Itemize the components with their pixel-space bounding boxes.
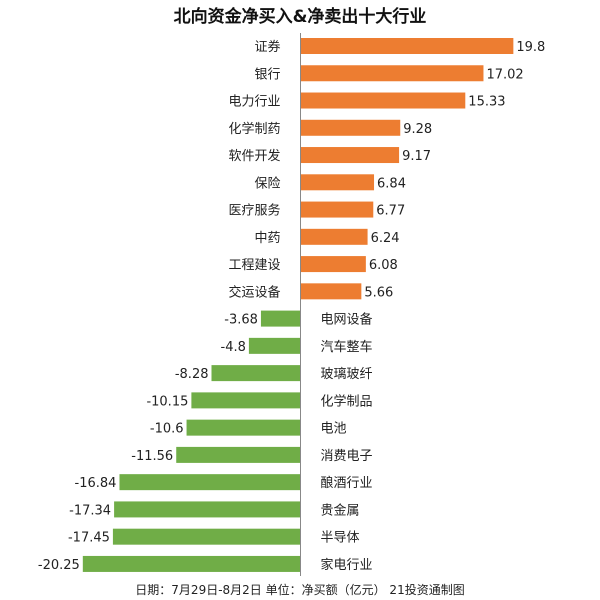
category-label-13: 化学制品 [321,393,373,409]
category-label-12: 玻璃玻纤 [321,367,373,382]
bar-10 [260,310,301,327]
chart-footer: 日期：7月29日-8月2日 单位：净买额（亿元） 21投资通制图 [135,583,465,597]
value-label-15: -11.56 [131,449,173,464]
bar-9 [300,283,362,300]
value-label-19: -20.25 [38,558,80,573]
bar-3 [300,119,401,136]
value-label-6: 6.77 [376,204,405,219]
value-label-9: 5.66 [364,285,393,300]
bar-1 [300,65,484,82]
value-label-16: -16.84 [75,476,117,491]
value-label-3: 9.28 [403,122,432,137]
value-label-12: -8.28 [175,367,209,382]
category-label-6: 医疗服务 [228,203,280,219]
bar-15 [176,446,301,463]
category-label-3: 化学制药 [228,121,280,137]
bar-18 [112,528,301,545]
value-label-11: -4.8 [221,340,246,355]
category-label-1: 银行 [254,67,280,82]
value-label-10: -3.68 [224,313,258,328]
bar-12 [211,365,301,382]
category-label-2: 电力行业 [228,95,280,110]
value-label-14: -10.6 [150,422,184,437]
value-label-5: 6.84 [377,176,406,191]
category-label-16: 酿酒行业 [321,475,373,491]
category-label-11: 汽车整车 [321,339,373,355]
bar-2 [300,92,466,109]
category-label-5: 保险 [254,176,280,191]
category-label-17: 贵金属 [321,502,360,518]
bar-11 [248,337,301,354]
bar-5 [300,174,375,191]
bar-16 [119,474,301,491]
value-label-4: 9.17 [402,149,431,164]
chart-title: 北向资金净买入&净卖出十大行业 [173,7,427,27]
category-label-8: 工程建设 [228,258,280,273]
bar-0 [300,38,514,54]
bar-14 [186,419,301,436]
bar-6 [300,201,374,218]
value-label-13: -10.15 [146,394,188,409]
bar-4 [300,147,400,164]
bar-13 [191,392,301,409]
category-label-9: 交运设备 [228,284,280,300]
bar-8 [300,256,366,273]
category-label-7: 中药 [254,231,280,246]
value-label-7: 6.24 [371,231,400,246]
value-label-1: 17.02 [486,67,523,82]
category-label-10: 电网设备 [321,312,373,328]
category-label-18: 半导体 [321,531,360,546]
category-label-15: 消费电子 [321,449,373,464]
value-label-17: -17.34 [69,503,111,518]
category-label-19: 家电行业 [321,557,373,573]
value-label-18: -17.45 [68,531,110,546]
category-label-4: 软件开发 [228,148,280,164]
value-label-2: 15.33 [468,95,505,110]
bar-7 [300,228,368,245]
bar-19 [82,555,301,572]
value-label-0: 19.8 [516,40,545,55]
value-label-8: 6.08 [369,258,398,273]
bar-17 [114,501,301,518]
category-label-14: 电池 [321,422,347,437]
category-label-0: 证券 [254,39,280,55]
